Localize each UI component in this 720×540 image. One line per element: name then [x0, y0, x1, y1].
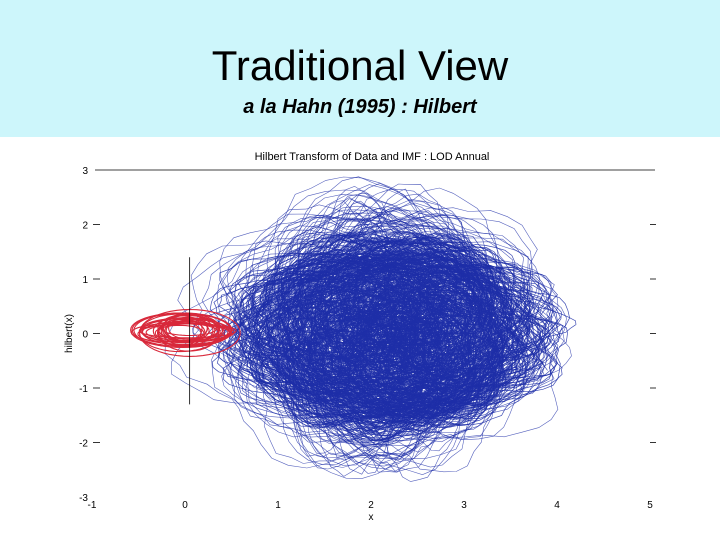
blue-outer-loop [277, 206, 496, 468]
blue-outer-loop [287, 216, 422, 411]
blue-loop [281, 237, 558, 374]
red-loop [138, 323, 237, 339]
blue-outer-loop [253, 258, 487, 426]
blue-loop [326, 306, 434, 442]
blue-outer-loop [316, 211, 485, 473]
x-tick-label: 3 [461, 500, 467, 511]
x-tick-label: 4 [554, 500, 560, 511]
red-loop [133, 312, 233, 349]
y-tick-label: 1 [82, 275, 88, 286]
blue-outer-loop [240, 216, 536, 460]
blue-outer-loop [228, 224, 507, 391]
title-banner [0, 0, 720, 137]
y-tick-label: -2 [79, 439, 88, 450]
blue-outer-loop [288, 238, 409, 399]
blue-outer-loop [261, 229, 442, 470]
blue-outer-loop [221, 260, 533, 443]
y-tick-label: -3 [79, 493, 88, 504]
x-tick-label: 5 [647, 500, 653, 511]
blue-outer-loop [300, 194, 452, 452]
series-red-trajectory [130, 308, 241, 357]
blue-loop [304, 307, 422, 444]
blue-outer-loop [271, 268, 534, 435]
blue-outer-loop [342, 188, 457, 422]
blue-outer-loop [308, 213, 483, 388]
y-axis-label: hilbert(x) [64, 314, 75, 353]
blue-outer-loop [239, 199, 504, 470]
blue-outer-loop [282, 189, 514, 423]
red-loop [158, 314, 220, 352]
blue-outer-loop [275, 232, 559, 406]
red-loop [139, 308, 241, 357]
blue-outer-loop [338, 239, 499, 482]
blue-outer-loop [296, 183, 494, 421]
y-tick-label: 2 [82, 221, 88, 232]
y-tick-label: -1 [79, 384, 88, 395]
blue-loop [372, 323, 491, 421]
red-loop [157, 313, 221, 343]
blue-outer-loop [288, 248, 531, 409]
blue-loop [345, 268, 547, 419]
slide-subtitle: a la Hahn (1995) : Hilbert [243, 96, 477, 118]
blue-outer-loop [225, 238, 491, 465]
blue-outer-loop [293, 193, 438, 407]
x-tick-label: 1 [275, 500, 281, 511]
x-tick-label: -1 [88, 500, 97, 511]
blue-loop [401, 304, 526, 402]
blue-outer-loop [333, 266, 481, 409]
blue-outer-loop [291, 246, 455, 430]
blue-outer-loop [292, 182, 501, 435]
blue-outer-loop [337, 208, 476, 406]
blue-outer-loop [315, 227, 538, 473]
blue-outer-loop [286, 294, 530, 433]
blue-outer-loop [291, 198, 451, 422]
blue-outer-loop [211, 225, 508, 479]
blue-outer-loop [341, 210, 513, 444]
slide-title: Traditional View [211, 42, 509, 89]
red-loop [137, 323, 232, 345]
blue-outer-loop [280, 200, 431, 429]
hilbert-chart: Hilbert Transform of Data and IMF : LOD … [64, 151, 656, 523]
blue-outer-loop [240, 209, 501, 476]
blue-loop [266, 279, 459, 379]
blue-outer-loop [296, 251, 534, 410]
x-axis-ticks: -1 0 1 2 3 4 5 [88, 500, 654, 511]
y-tick-label: 3 [82, 166, 88, 177]
x-tick-label: 2 [368, 500, 374, 511]
x-axis-label: x [369, 512, 374, 523]
blue-outer-loop [284, 193, 494, 473]
y-tick-label: 0 [82, 330, 88, 341]
blue-outer-loop [324, 241, 511, 428]
chart-title: Hilbert Transform of Data and IMF : LOD … [255, 151, 490, 163]
y-axis-ticks: -3 -2 -1 0 1 2 3 [79, 166, 656, 504]
blue-outer-loop [248, 230, 489, 426]
blue-outer-loop [254, 258, 544, 425]
blue-loop [370, 265, 541, 392]
x-tick-label: 0 [182, 500, 188, 511]
red-loop [161, 315, 203, 343]
blue-outer-loop [164, 213, 500, 469]
blue-loop [251, 241, 435, 381]
blue-outer-loop [279, 262, 572, 410]
